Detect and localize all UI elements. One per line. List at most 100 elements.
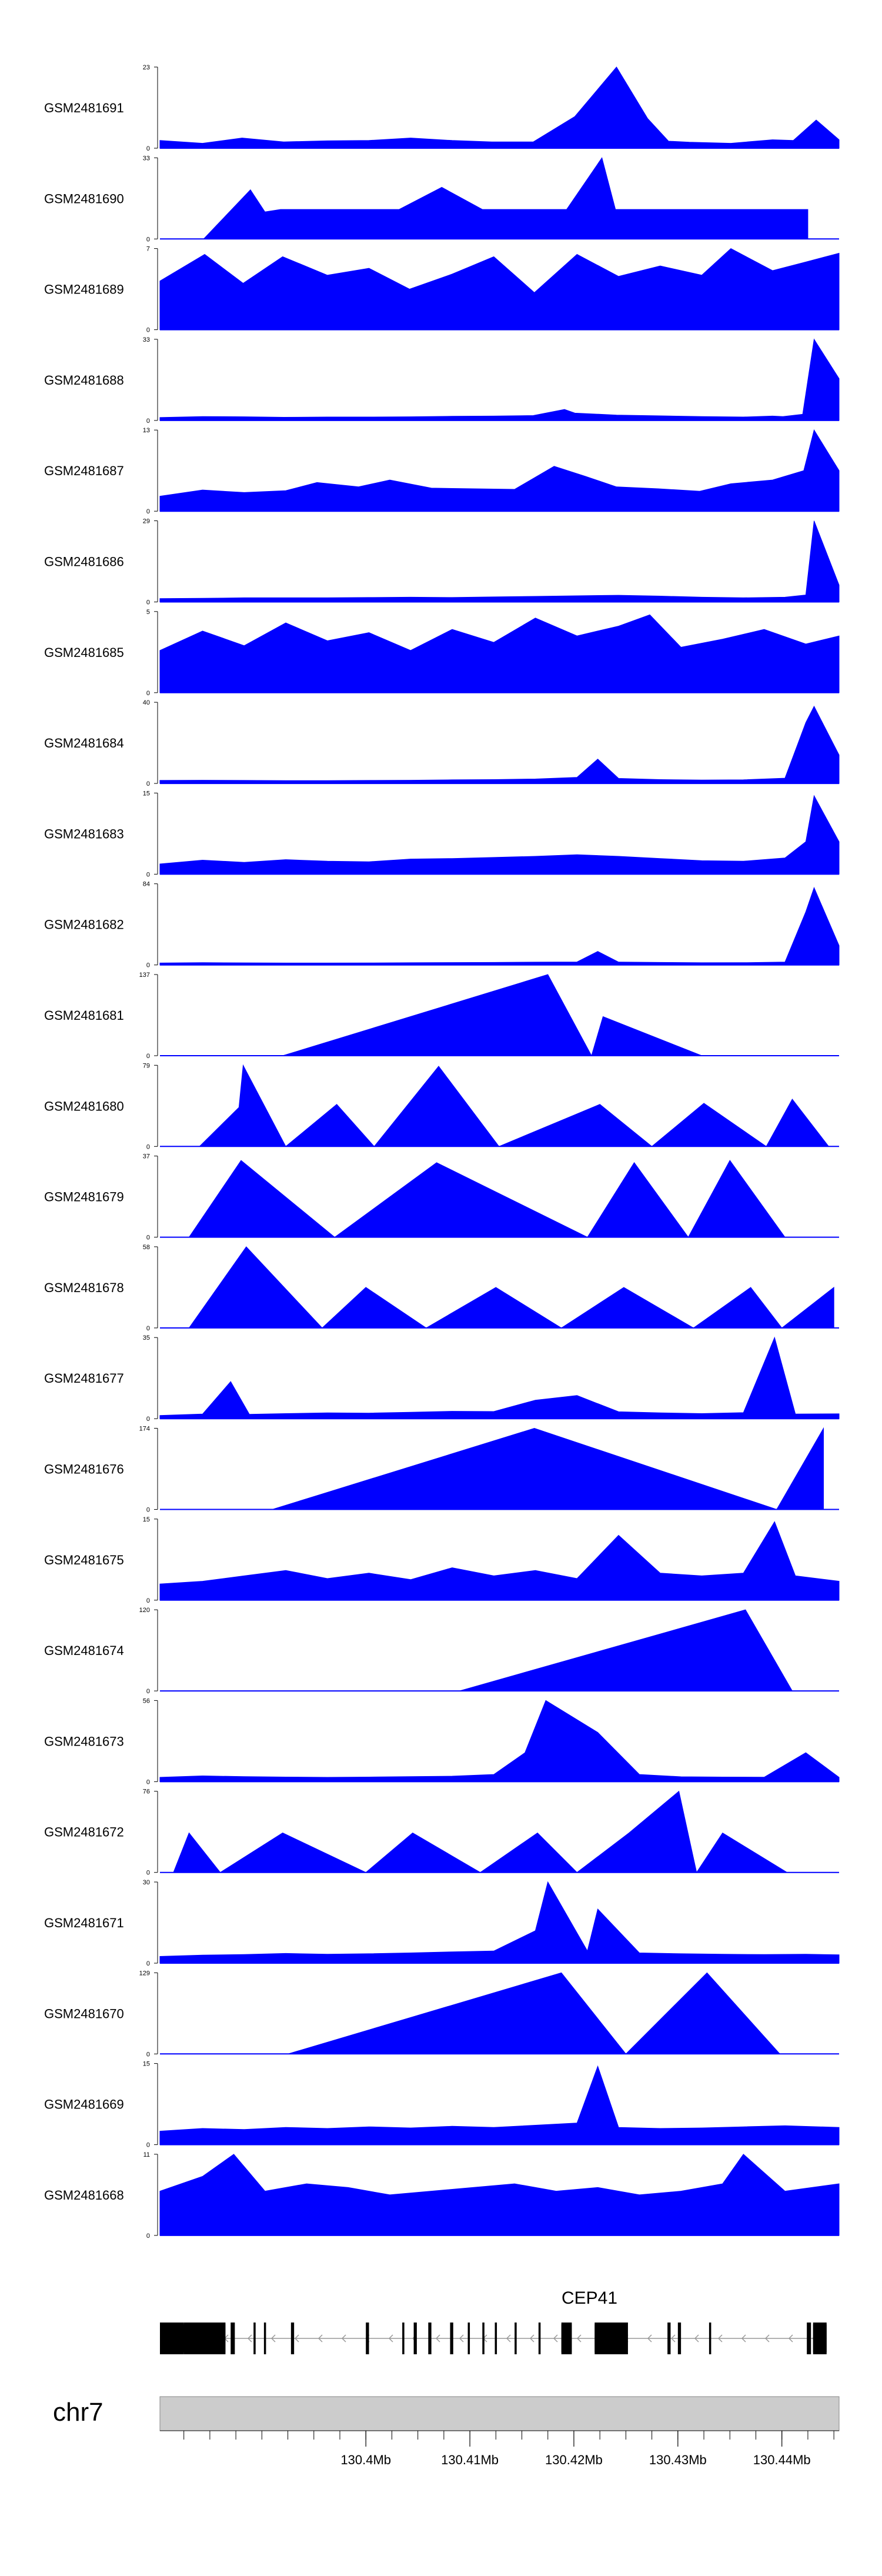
genome-tick-label: 130.44Mb <box>753 2452 811 2467</box>
strand-arrow <box>694 2334 699 2343</box>
track-label: GSM2481685 <box>44 645 124 660</box>
strand-arrow <box>741 2334 746 2343</box>
exon <box>667 2323 671 2354</box>
y-tick-label-max: 15 <box>143 1516 150 1523</box>
strand-arrow <box>341 2334 346 2343</box>
genome-tick-label: 130.42Mb <box>545 2452 603 2467</box>
coding-exon <box>594 2324 626 2353</box>
track-GSM2481671: GSM2481671 30 0 <box>44 1879 840 1967</box>
y-tick-label-min: 0 <box>146 145 150 152</box>
y-tick-label-min: 0 <box>146 1234 150 1242</box>
y-tick-label-max: 76 <box>143 1788 150 1796</box>
y-tick-label-min: 0 <box>146 1960 150 1967</box>
chromosome-track: chr7 <box>53 2396 840 2431</box>
track-label: GSM2481674 <box>44 1643 124 1658</box>
track-GSM2481688: GSM2481688 33 0 <box>44 336 840 425</box>
track-label: GSM2481682 <box>44 917 124 932</box>
track-GSM2481683: GSM2481683 15 0 <box>44 790 840 878</box>
y-tick-label-max: 120 <box>139 1607 150 1614</box>
strand-arrow <box>388 2334 393 2343</box>
signal-area <box>159 614 840 693</box>
strand-arrow <box>506 2334 511 2343</box>
y-tick-label-max: 33 <box>143 336 150 343</box>
strand-arrow <box>717 2334 723 2343</box>
track-label: GSM2481679 <box>44 1190 124 1204</box>
strand-arrow <box>459 2334 464 2343</box>
track-label: GSM2481687 <box>44 463 124 478</box>
y-tick-label-min: 0 <box>146 418 150 425</box>
y-tick-label-min: 0 <box>146 1416 150 1423</box>
track-label: GSM2481681 <box>44 1008 124 1023</box>
strand-arrow <box>576 2334 582 2343</box>
signal-area <box>159 795 840 875</box>
y-tick-label-min: 0 <box>146 780 150 788</box>
track-GSM2481670: GSM2481670 129 0 <box>44 1970 839 2058</box>
track-GSM2481668: GSM2481668 11 0 <box>44 2151 840 2240</box>
y-tick-label-max: 29 <box>143 518 150 525</box>
track-GSM2481677: GSM2481677 35 0 <box>44 1334 840 1423</box>
y-tick-label-max: 79 <box>143 1062 150 1069</box>
strand-arrow <box>294 2334 299 2343</box>
exon <box>253 2323 256 2354</box>
y-tick-label-max: 84 <box>143 881 150 888</box>
strand-arrow <box>435 2334 440 2343</box>
strand-arrow <box>764 2334 770 2343</box>
y-tick-label-min: 0 <box>146 2233 150 2240</box>
y-tick-label-max: 40 <box>143 699 150 706</box>
track-GSM2481676: GSM2481676 174 0 <box>44 1426 839 1514</box>
coding-exon <box>561 2324 572 2353</box>
y-tick-label-max: 15 <box>143 790 150 797</box>
signal-area <box>159 1521 840 1601</box>
signal-area <box>272 1427 824 1510</box>
strand-arrow <box>318 2334 323 2343</box>
y-tick-label-min: 0 <box>146 1053 150 1060</box>
signal-area <box>459 1609 793 1691</box>
track-label: GSM2481683 <box>44 826 124 841</box>
y-tick-label-max: 137 <box>139 972 150 979</box>
genome-tick-label: 130.41Mb <box>441 2452 499 2467</box>
strand-arrow <box>270 2334 276 2343</box>
y-tick-label-min: 0 <box>146 1143 150 1150</box>
signal-area <box>159 886 840 966</box>
track-label: GSM2481673 <box>44 1734 124 1749</box>
y-tick-label-max: 56 <box>143 1697 150 1704</box>
signal-area <box>159 66 840 149</box>
y-tick-label-min: 0 <box>146 508 150 515</box>
y-tick-label-min: 0 <box>146 1325 150 1332</box>
coding-exon <box>160 2324 226 2353</box>
chromosome-band <box>159 2396 840 2431</box>
y-tick-label-min: 0 <box>146 1688 150 1695</box>
exon <box>290 2323 295 2354</box>
y-tick-label-max: 11 <box>143 2151 150 2158</box>
signal-area <box>188 1160 786 1238</box>
track-label: GSM2481691 <box>44 101 124 115</box>
track-GSM2481672: GSM2481672 76 0 <box>44 1788 839 1877</box>
strand-arrow <box>788 2334 793 2343</box>
signal-area <box>203 157 808 239</box>
exon <box>677 2323 681 2354</box>
track-GSM2481669: GSM2481669 15 0 <box>44 2061 840 2149</box>
track-label: GSM2481678 <box>44 1280 124 1295</box>
track-GSM2481682: GSM2481682 84 0 <box>44 881 840 969</box>
track-GSM2481691: GSM2481691 23 0 <box>44 64 840 152</box>
exon <box>428 2323 432 2354</box>
track-label: GSM2481671 <box>44 1916 124 1930</box>
exon <box>263 2323 266 2354</box>
exon <box>366 2323 369 2354</box>
y-tick-label-min: 0 <box>146 690 150 697</box>
y-tick-label-min: 0 <box>146 962 150 969</box>
track-GSM2481673: GSM2481673 56 0 <box>44 1697 840 1786</box>
track-label: GSM2481669 <box>44 2097 124 2112</box>
track-GSM2481675: GSM2481675 15 0 <box>44 1516 840 1604</box>
y-tick-label-min: 0 <box>146 236 150 243</box>
track-GSM2481681: GSM2481681 137 0 <box>44 972 839 1060</box>
track-label: GSM2481688 <box>44 373 124 388</box>
y-tick-label-max: 23 <box>143 64 150 71</box>
track-label: GSM2481684 <box>44 736 124 750</box>
y-tick-label-min: 0 <box>146 1870 150 1877</box>
strand-arrow <box>670 2334 676 2343</box>
exon <box>413 2323 417 2354</box>
signal-area <box>159 248 840 331</box>
exon <box>514 2323 517 2354</box>
track-GSM2481678: GSM2481678 58 0 <box>44 1244 839 1332</box>
